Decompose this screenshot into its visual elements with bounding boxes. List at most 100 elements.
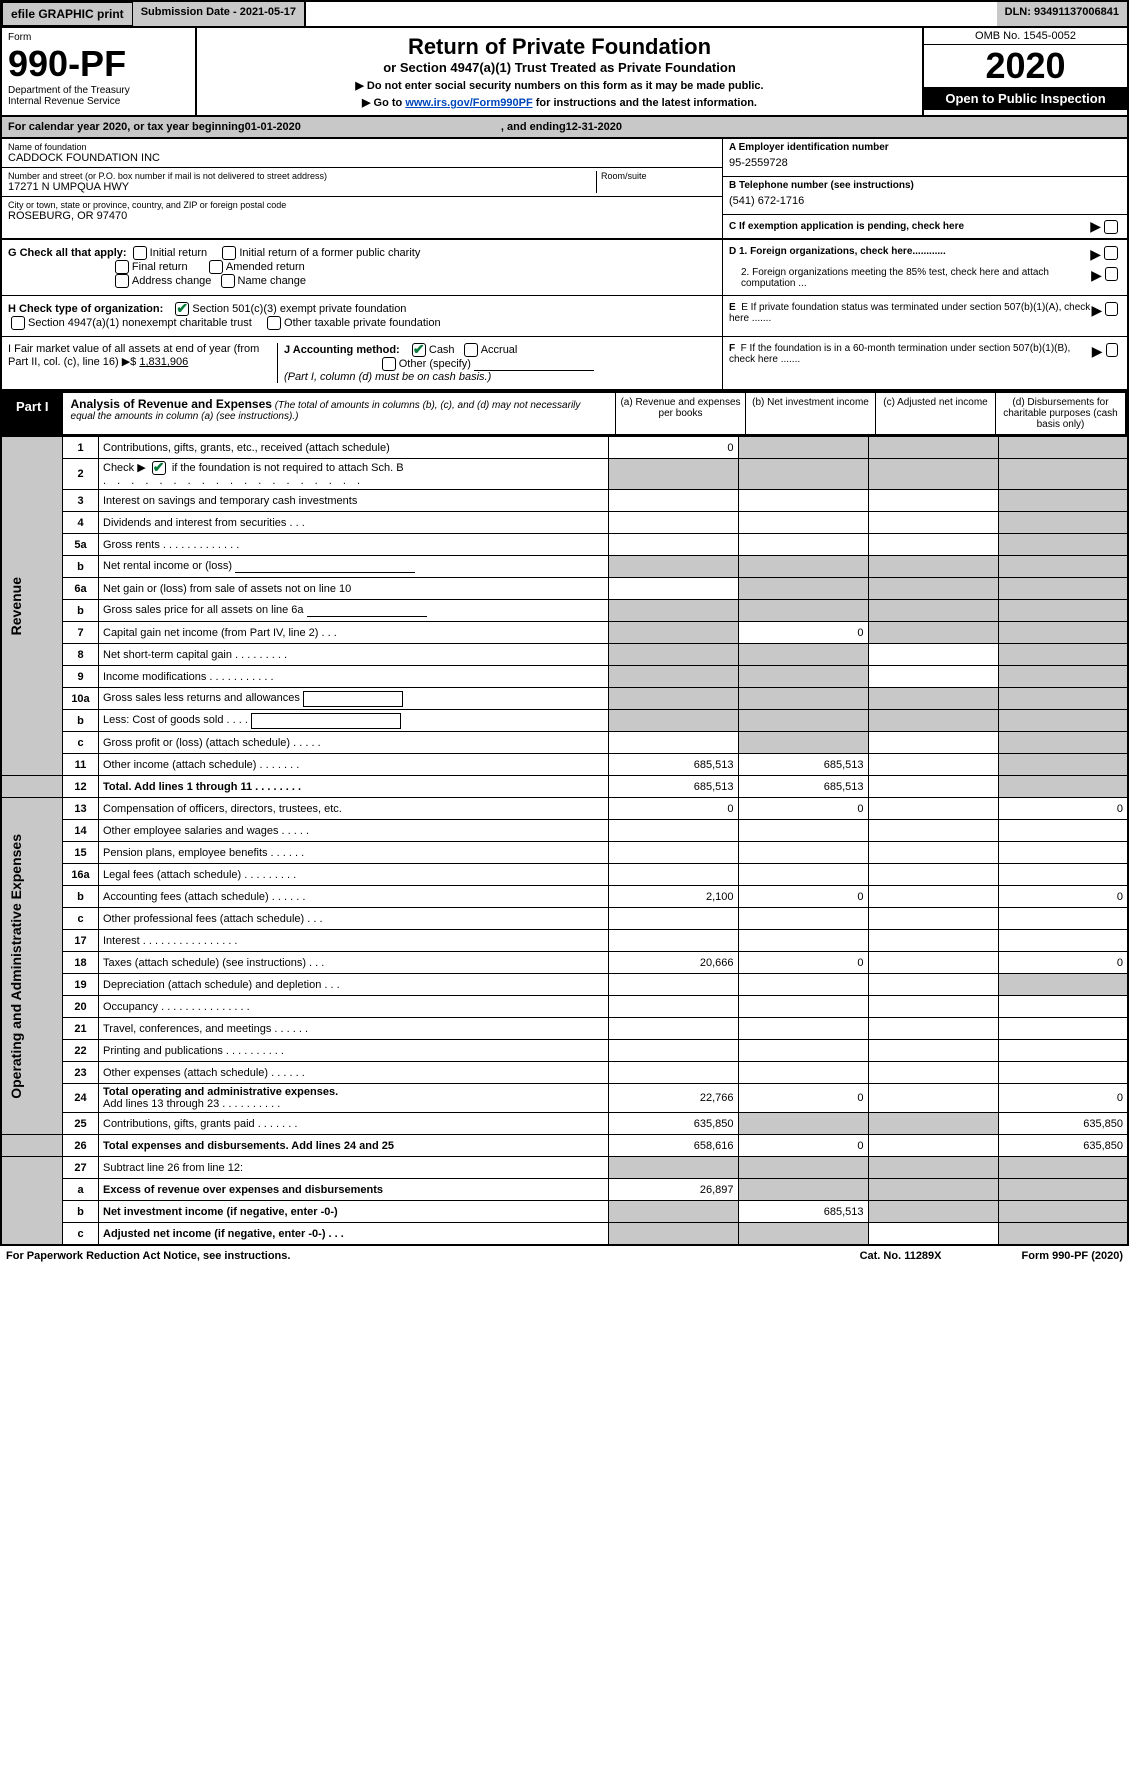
row-num: c — [63, 732, 99, 754]
row-desc: Taxes (attach schedule) (see instruction… — [99, 952, 609, 974]
h-4947-label: Section 4947(a)(1) nonexempt charitable … — [28, 317, 252, 329]
h-4947-checkbox[interactable] — [11, 316, 25, 330]
d1-checkbox[interactable] — [1104, 246, 1118, 260]
open-inspection: Open to Public Inspection — [924, 87, 1127, 110]
table-row: 21Travel, conferences, and meetings . . … — [1, 1018, 1128, 1040]
row-num: 1 — [63, 437, 99, 459]
cal-pre: For calendar year 2020, or tax year begi… — [8, 121, 245, 133]
h-other-label: Other taxable private foundation — [284, 317, 441, 329]
row-val-a: 2,100 — [608, 886, 738, 908]
row-desc: Dividends and interest from securities .… — [99, 512, 609, 534]
h-501c3-checkbox[interactable] — [175, 302, 189, 316]
row-num: c — [63, 908, 99, 930]
revenue-side-label: Revenue — [6, 567, 26, 645]
room-label: Room/suite — [601, 171, 716, 181]
efile-print-button[interactable]: efile GRAPHIC print — [2, 2, 133, 26]
row-num: 9 — [63, 666, 99, 688]
d2-label: 2. Foreign organizations meeting the 85%… — [729, 267, 1091, 289]
row-desc: Contributions, gifts, grants paid . . . … — [99, 1113, 609, 1135]
table-row: 16aLegal fees (attach schedule) . . . . … — [1, 864, 1128, 886]
row-num: 8 — [63, 644, 99, 666]
addr-change-label: Address change — [132, 275, 212, 287]
table-row: bGross sales price for all assets on lin… — [1, 600, 1128, 622]
row-num: b — [63, 886, 99, 908]
calendar-year-row: For calendar year 2020, or tax year begi… — [0, 117, 1129, 139]
title: Return of Private Foundation — [203, 34, 916, 60]
row-num: 23 — [63, 1062, 99, 1084]
row-num: b — [63, 556, 99, 578]
sch-b-checkbox[interactable] — [152, 461, 166, 475]
form-number: 990-PF — [8, 43, 189, 85]
row-num: b — [63, 1201, 99, 1223]
initial-former-checkbox[interactable] — [222, 246, 236, 260]
j-other-label: Other (specify) — [399, 358, 471, 370]
amended-checkbox[interactable] — [209, 260, 223, 274]
table-row: aExcess of revenue over expenses and dis… — [1, 1179, 1128, 1201]
j-accrual-label: Accrual — [481, 344, 518, 356]
j-accrual-checkbox[interactable] — [464, 343, 478, 357]
row-val-a: 0 — [608, 437, 738, 459]
table-row: 23Other expenses (attach schedule) . . .… — [1, 1062, 1128, 1084]
row-num: 17 — [63, 930, 99, 952]
row-num: 7 — [63, 622, 99, 644]
h-other-checkbox[interactable] — [267, 316, 281, 330]
j-cash-checkbox[interactable] — [412, 343, 426, 357]
dept: Department of the Treasury — [8, 85, 189, 96]
j-other-checkbox[interactable] — [382, 357, 396, 371]
row-desc: Travel, conferences, and meetings . . . … — [99, 1018, 609, 1040]
row-val-b: 685,513 — [738, 1201, 868, 1223]
row-desc: Gross sales less returns and allowances — [99, 688, 609, 710]
table-row: 5aGross rents . . . . . . . . . . . . . — [1, 534, 1128, 556]
part1-title: Analysis of Revenue and Expenses — [71, 397, 272, 411]
row-val-d: 635,850 — [998, 1113, 1128, 1135]
d2-checkbox[interactable] — [1105, 267, 1118, 281]
table-row: 25Contributions, gifts, grants paid . . … — [1, 1113, 1128, 1135]
e-checkbox[interactable] — [1105, 302, 1118, 316]
table-row: 26Total expenses and disbursements. Add … — [1, 1135, 1128, 1157]
table-row: 7Capital gain net income (from Part IV, … — [1, 622, 1128, 644]
row-num: 20 — [63, 996, 99, 1018]
name-change-checkbox[interactable] — [221, 274, 235, 288]
row-desc: Pension plans, employee benefits . . . .… — [99, 842, 609, 864]
row-desc: Legal fees (attach schedule) . . . . . .… — [99, 864, 609, 886]
table-row: 27Subtract line 26 from line 12: — [1, 1157, 1128, 1179]
ein: 95-2559728 — [729, 153, 1121, 173]
row-val-b: 0 — [738, 798, 868, 820]
row-val-b: 685,513 — [738, 776, 868, 798]
final-return-checkbox[interactable] — [115, 260, 129, 274]
table-row: Revenue 1Contributions, gifts, grants, e… — [1, 437, 1128, 459]
check-h-row: H Check type of organization: Section 50… — [0, 296, 1129, 337]
row-desc: Gross sales price for all assets on line… — [99, 600, 609, 622]
row-desc: Interest on savings and temporary cash i… — [99, 490, 609, 512]
table-row: 19Depreciation (attach schedule) and dep… — [1, 974, 1128, 996]
table-row: 3Interest on savings and temporary cash … — [1, 490, 1128, 512]
f-checkbox[interactable] — [1106, 343, 1118, 357]
row-val-a: 685,513 — [608, 754, 738, 776]
initial-return-checkbox[interactable] — [133, 246, 147, 260]
submission-date: Submission Date - 2021-05-17 — [133, 2, 306, 26]
arrow-icon: ▶ — [1092, 302, 1103, 324]
row-desc: Check ▶ if the foundation is not require… — [99, 459, 609, 490]
c-checkbox[interactable] — [1104, 220, 1118, 234]
phone-label: B Telephone number (see instructions) — [729, 180, 1121, 191]
note2-post: for instructions and the latest informat… — [533, 97, 757, 109]
table-row: bNet rental income or (loss) — [1, 556, 1128, 578]
row-val-d: 0 — [998, 886, 1128, 908]
row-desc: Total. Add lines 1 through 11 . . . . . … — [99, 776, 609, 798]
city-state-zip: ROSEBURG, OR 97470 — [8, 210, 716, 222]
row-num: 26 — [63, 1135, 99, 1157]
row-desc: Occupancy . . . . . . . . . . . . . . . — [99, 996, 609, 1018]
row-val-b: 685,513 — [738, 754, 868, 776]
row-desc: Less: Cost of goods sold . . . . — [99, 710, 609, 732]
name-label: Name of foundation — [8, 142, 716, 152]
h-label: H Check type of organization: — [8, 303, 163, 315]
row-val-b: 0 — [738, 952, 868, 974]
form-header: Form 990-PF Department of the Treasury I… — [0, 28, 1129, 117]
row-desc: Income modifications . . . . . . . . . .… — [99, 666, 609, 688]
row-desc: Adjusted net income (if negative, enter … — [99, 1223, 609, 1245]
row-val-d: 0 — [998, 952, 1128, 974]
j-label: J Accounting method: — [284, 344, 400, 356]
city-label: City or town, state or province, country… — [8, 200, 716, 210]
addr-change-checkbox[interactable] — [115, 274, 129, 288]
form-link[interactable]: www.irs.gov/Form990PF — [405, 97, 532, 109]
